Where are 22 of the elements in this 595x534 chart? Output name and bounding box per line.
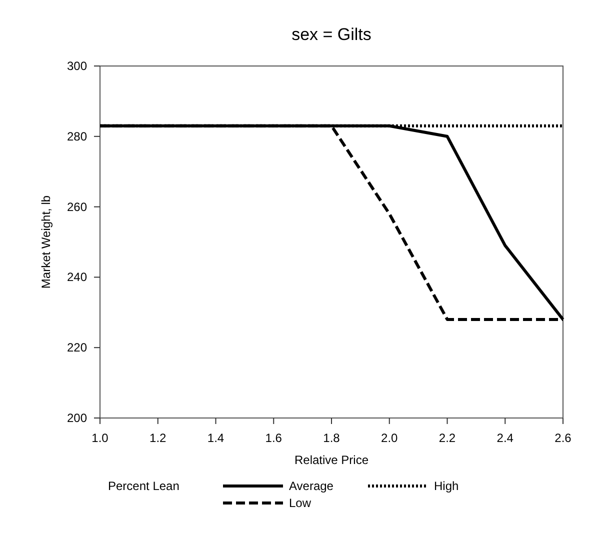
legend-title: Percent Lean <box>108 479 180 493</box>
y-axis-title: Market Weight, lb <box>39 195 53 289</box>
y-tick-label: 220 <box>66 340 88 355</box>
y-tick-label: 200 <box>66 411 88 425</box>
legend-label: Low <box>289 496 312 510</box>
chart-title: sex = Gilts <box>292 25 372 44</box>
x-tick-label: 2.2 <box>438 431 456 445</box>
y-tick-label: 240 <box>66 270 88 284</box>
x-tick-label: 2.4 <box>496 431 514 445</box>
x-tick-label: 1.4 <box>207 431 224 445</box>
legend-label: Average <box>289 479 334 493</box>
x-tick-label: 1.0 <box>92 431 109 445</box>
x-tick-label: 2.6 <box>554 431 572 445</box>
x-tick-label: 1.2 <box>150 431 167 445</box>
y-tick-label: 260 <box>66 200 88 214</box>
x-tick-label: 1.8 <box>323 431 340 445</box>
y-tick-label: 300 <box>66 59 88 73</box>
y-tick-label: 280 <box>66 129 88 144</box>
x-axis-title: Relative Price <box>294 453 369 467</box>
legend-label: High <box>434 479 459 493</box>
x-tick-label: 1.6 <box>265 431 282 445</box>
x-tick-label: 2.0 <box>381 431 398 445</box>
